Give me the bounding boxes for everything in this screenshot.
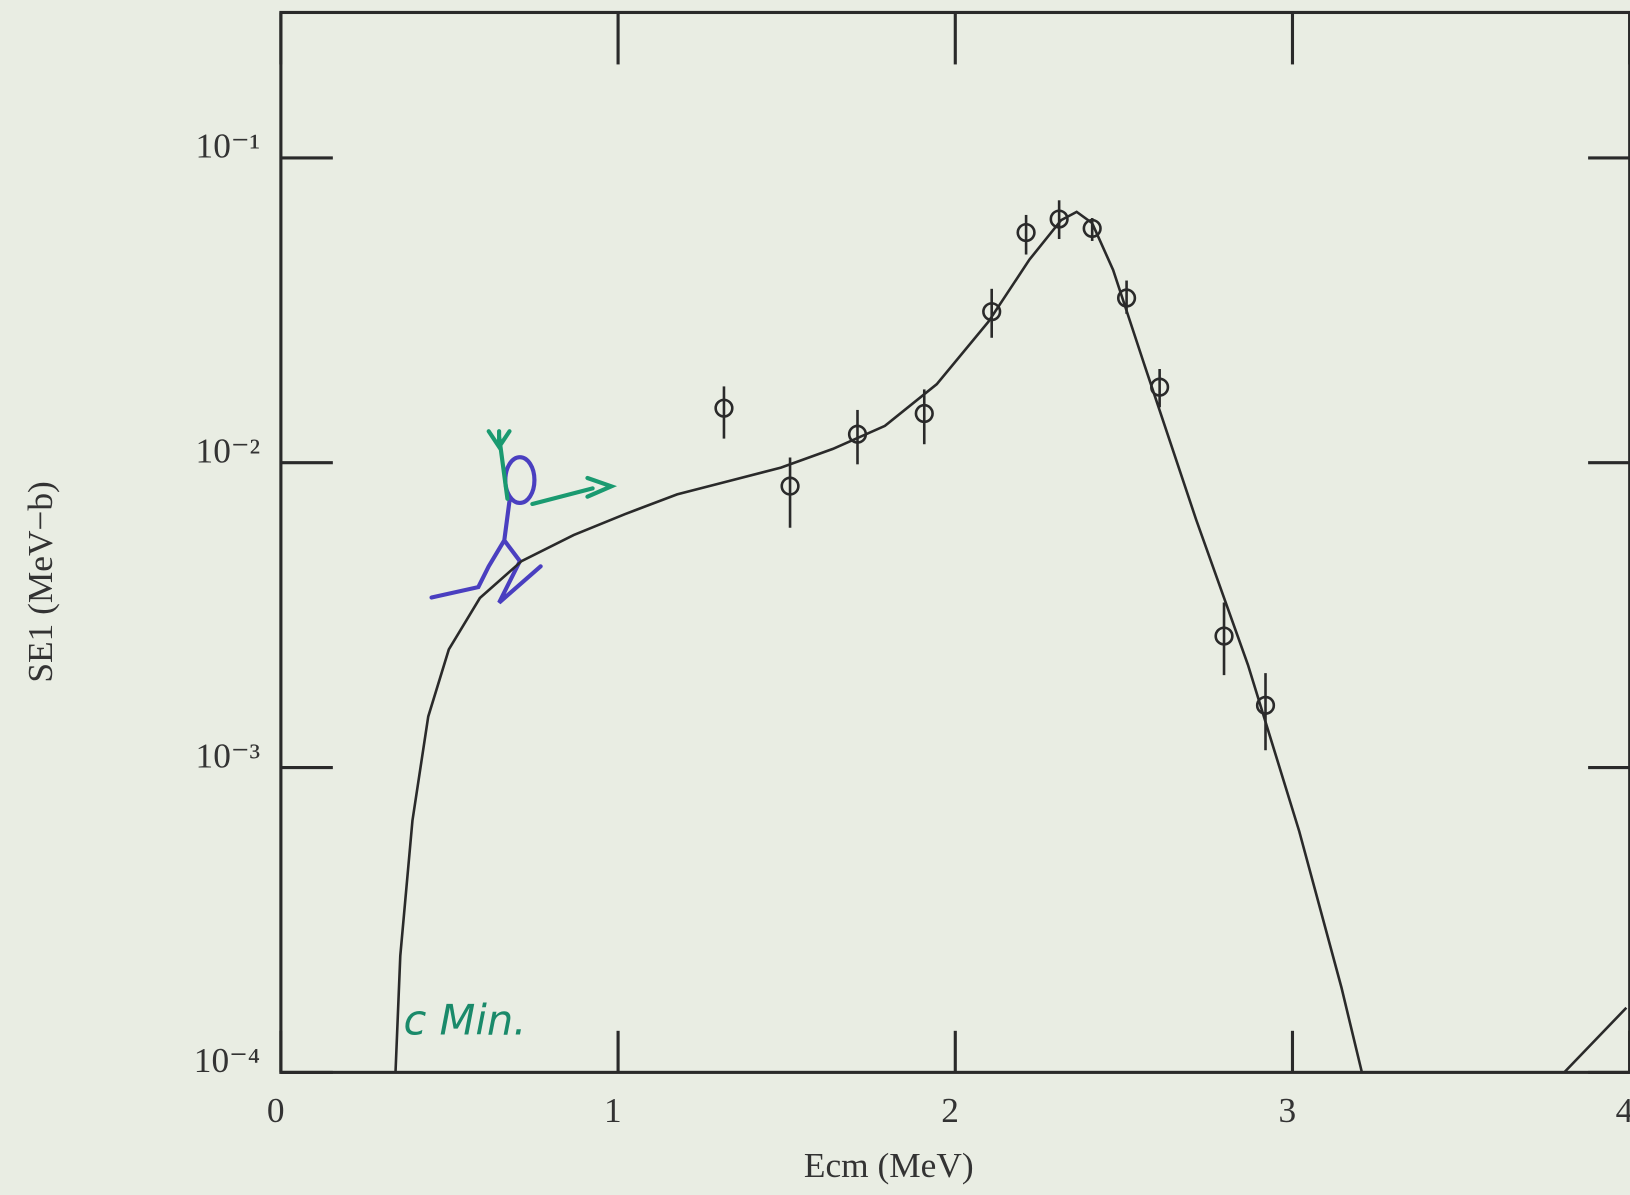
x-tick-label: 0 [267, 1091, 285, 1130]
x-tick-label: 4 [1616, 1091, 1630, 1130]
data-point [1255, 695, 1276, 715]
y-tick-label: 10⁻² [196, 432, 261, 471]
x-tick-label: 3 [1278, 1091, 1296, 1130]
data-point [714, 398, 734, 418]
y-tick-label: 10⁻⁴ [194, 1041, 260, 1080]
fit-curve [394, 210, 1628, 1074]
data-point [1016, 222, 1036, 243]
data-point [780, 476, 800, 496]
y-axis-label: SE1 (MeV−b) [21, 481, 60, 682]
x-axis-label: Ecm (MeV) [804, 1146, 974, 1185]
y-tick-label: 10⁻³ [196, 736, 261, 775]
data-point [847, 424, 868, 444]
plot-frame [279, 10, 1630, 1074]
data-point [1049, 209, 1069, 229]
stick-figure [429, 429, 618, 605]
data-point [982, 302, 1002, 322]
data-point [1116, 288, 1137, 308]
annotation: c Min. [404, 996, 527, 1045]
data-point [1150, 377, 1170, 397]
data-point [1082, 218, 1102, 239]
data-point [1214, 626, 1234, 646]
y-tick-label: 10⁻¹ [196, 127, 261, 166]
x-tick-label: 1 [604, 1091, 622, 1130]
data-point [914, 403, 934, 424]
x-tick-label: 2 [941, 1091, 959, 1130]
